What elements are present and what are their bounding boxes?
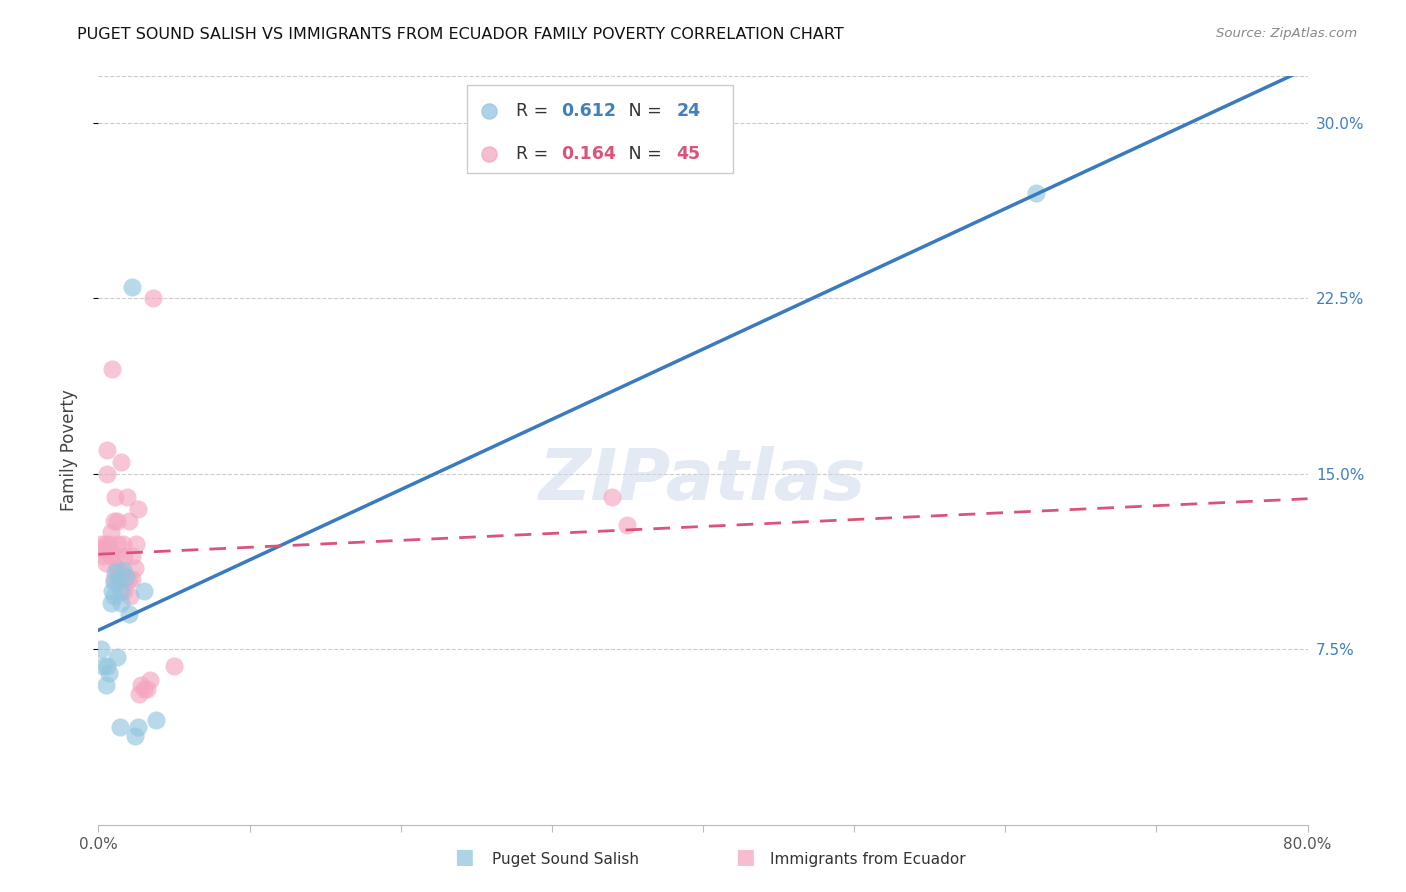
Text: Immigrants from Ecuador: Immigrants from Ecuador — [770, 852, 966, 867]
Point — [103, 574, 125, 589]
Point — [107, 566, 129, 580]
Point — [118, 607, 141, 622]
Point — [90, 537, 112, 551]
Point — [139, 673, 162, 687]
Point — [145, 713, 167, 727]
Text: 45: 45 — [676, 145, 700, 162]
Point — [125, 537, 148, 551]
Text: R =: R = — [516, 103, 554, 120]
Point — [105, 560, 128, 574]
Point — [114, 570, 136, 584]
Point — [114, 572, 136, 586]
Point — [121, 279, 143, 293]
Point — [104, 566, 127, 580]
Point — [91, 658, 114, 673]
Point — [121, 549, 143, 563]
Point — [111, 537, 134, 551]
Point — [103, 589, 125, 603]
Point — [105, 649, 128, 664]
Point — [112, 549, 135, 563]
Point — [127, 502, 149, 516]
Point — [100, 549, 122, 563]
Point — [110, 583, 132, 598]
Text: ■: ■ — [735, 847, 755, 867]
Text: PUGET SOUND SALISH VS IMMIGRANTS FROM ECUADOR FAMILY POVERTY CORRELATION CHART: PUGET SOUND SALISH VS IMMIGRANTS FROM EC… — [77, 27, 844, 42]
Point — [94, 678, 117, 692]
Point — [94, 537, 117, 551]
Point — [110, 455, 132, 469]
Point — [104, 549, 127, 563]
Point — [98, 665, 121, 680]
Point — [110, 566, 132, 580]
Text: 24: 24 — [676, 103, 700, 120]
Point — [111, 563, 134, 577]
Point — [110, 596, 132, 610]
Point — [1024, 186, 1046, 200]
Y-axis label: Family Poverty: Family Poverty — [59, 390, 77, 511]
Point — [94, 556, 117, 570]
Point — [115, 490, 138, 504]
Point — [124, 560, 146, 574]
Point — [93, 541, 115, 556]
Text: R =: R = — [516, 145, 554, 162]
Text: Source: ZipAtlas.com: Source: ZipAtlas.com — [1216, 27, 1357, 40]
Point — [104, 490, 127, 504]
Point — [121, 572, 143, 586]
Point — [100, 596, 122, 610]
FancyBboxPatch shape — [467, 85, 734, 173]
Point — [142, 291, 165, 305]
Point — [602, 490, 624, 504]
Text: 0.612: 0.612 — [561, 103, 616, 120]
Point — [96, 658, 118, 673]
Point — [96, 443, 118, 458]
Point — [118, 572, 141, 586]
Point — [91, 549, 114, 563]
Point — [103, 514, 125, 528]
Point — [616, 518, 638, 533]
Point — [132, 583, 155, 598]
Point — [163, 658, 186, 673]
Point — [107, 574, 129, 589]
Point — [120, 589, 142, 603]
Point — [103, 572, 125, 586]
Point — [112, 583, 135, 598]
Point — [101, 361, 124, 376]
Point — [89, 541, 111, 556]
Point — [135, 682, 157, 697]
Text: 0.164: 0.164 — [561, 145, 616, 162]
Point — [101, 583, 124, 598]
Point — [128, 687, 150, 701]
Text: ZIPatlas: ZIPatlas — [540, 446, 866, 515]
Point — [132, 682, 155, 697]
Point — [124, 729, 146, 743]
Text: ■: ■ — [454, 847, 474, 867]
Point — [108, 720, 131, 734]
Point — [105, 514, 128, 528]
Point — [127, 720, 149, 734]
Point — [90, 642, 112, 657]
Text: Puget Sound Salish: Puget Sound Salish — [492, 852, 640, 867]
Point — [129, 678, 152, 692]
Point — [108, 572, 131, 586]
Point — [96, 467, 118, 481]
Point — [98, 537, 121, 551]
Point — [118, 514, 141, 528]
Point — [107, 537, 129, 551]
Point — [100, 525, 122, 540]
Text: N =: N = — [613, 103, 668, 120]
Text: N =: N = — [613, 145, 668, 162]
